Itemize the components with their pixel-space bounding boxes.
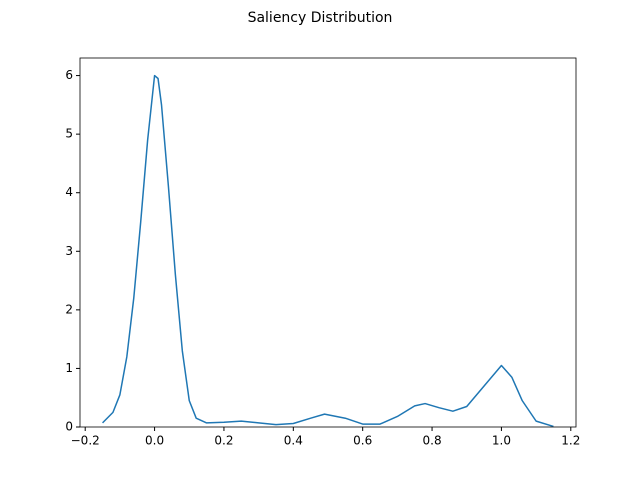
y-tick-label: 4 [65,185,73,199]
plot-frame [79,57,577,428]
x-tick-label: 0.0 [145,434,164,448]
x-tick-label: 1.2 [561,434,580,448]
x-tick-label: 1.0 [492,434,511,448]
line [102,74,554,428]
chart-title: Saliency Distribution [248,10,393,26]
y-tick-label: 0 [65,420,73,434]
y-tick-label: 1 [65,361,73,375]
y-tick-label: 6 [65,68,73,82]
y-tick-label: 3 [65,244,73,258]
x-tick-label: −0.2 [71,434,100,448]
y-tick-label: 2 [65,302,73,316]
x-tick-label: 0.4 [284,434,303,448]
x-tick-label: 0.8 [423,434,442,448]
y-tick-label: 5 [65,127,73,141]
x-tick-label: 0.2 [214,434,233,448]
x-tick-label: 0.6 [353,434,372,448]
